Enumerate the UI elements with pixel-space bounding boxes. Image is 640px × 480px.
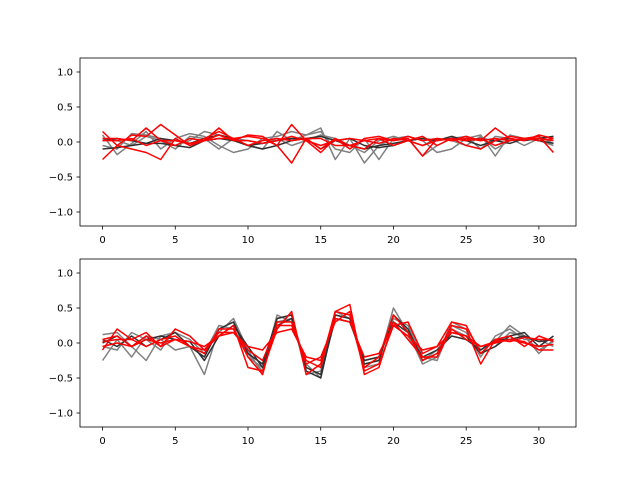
y-tick-label: 0.0 [57,339,73,350]
axes-2: 0 5 10 15 20 25 30 −1.0 −0.5 0.0 0.5 1.0 [49,258,577,447]
y-tick-label: −1.0 [49,409,73,420]
x-tick-label: 5 [172,436,178,447]
plots: 0 5 10 15 20 25 30 −1.0 −0.5 0.0 0.5 1.0 0 5 10 15 20 25 3… [49,57,577,447]
y-tick-label: −0.5 [49,173,73,184]
y-tick-label: 0.5 [57,304,73,315]
series-line-9 [102,317,554,362]
y-tick-label: 0.0 [57,138,73,149]
x-tick-label: 5 [172,235,178,246]
series-group [101,303,554,379]
x-tick-label: 20 [387,235,400,246]
y-tick-label: 1.0 [57,269,73,280]
x-tick-label: 30 [533,235,546,246]
y-tick-label: −0.5 [49,374,73,385]
series-line-3 [102,134,554,154]
x-tick-label: 10 [242,235,255,246]
x-tick-label: 30 [533,436,546,447]
series-line-8 [102,127,554,147]
x-tick-label: 25 [460,235,473,246]
x-tick-label: 15 [314,235,327,246]
x-tick-label: 20 [387,436,400,447]
x-tick-label: 25 [460,436,473,447]
series-group [101,123,555,164]
series-line-9 [102,134,554,147]
y-tick-label: 1.0 [57,68,73,79]
series-line-7 [102,123,555,161]
x-tick-label: 0 [99,235,105,246]
y-tick-label: 0.5 [57,103,73,114]
x-tick-label: 10 [242,436,255,447]
x-tick-label: 15 [314,436,327,447]
y-tick-label: −1.0 [49,208,73,219]
x-tick-label: 0 [99,436,105,447]
axes-1: 0 5 10 15 20 25 30 −1.0 −0.5 0.0 0.5 1.0 [49,57,577,246]
